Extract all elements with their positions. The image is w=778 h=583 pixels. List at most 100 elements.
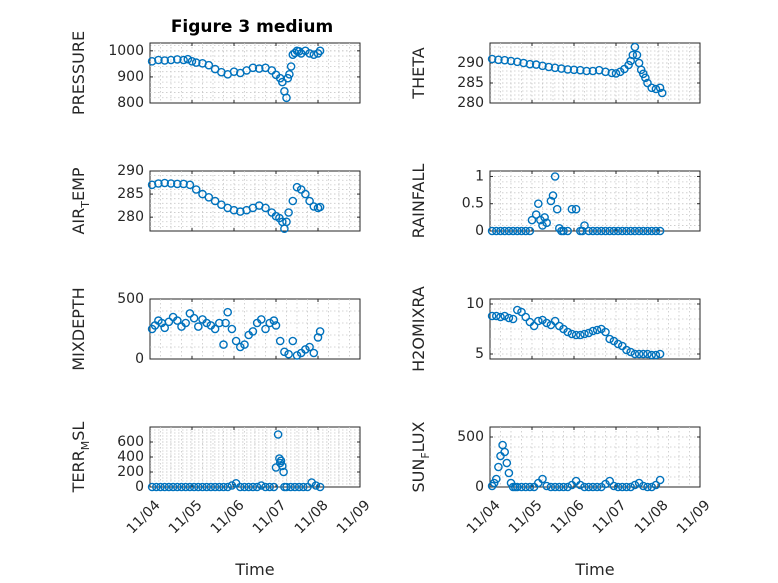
data-point	[527, 215, 537, 225]
data-point	[269, 316, 279, 325]
data-point	[305, 49, 314, 58]
data-point	[580, 221, 589, 230]
data-point	[261, 203, 270, 213]
data-point	[491, 226, 501, 236]
data-point	[179, 55, 188, 65]
data-point	[628, 50, 638, 60]
data-point	[651, 480, 661, 490]
data-point	[191, 185, 201, 194]
data-point	[529, 321, 539, 331]
data-point	[555, 482, 564, 492]
data-point	[500, 447, 510, 457]
data-point	[252, 482, 262, 492]
data-point	[223, 482, 232, 492]
y-tick-label: 1000	[108, 43, 144, 59]
data-point	[491, 311, 501, 321]
data-point	[168, 482, 178, 492]
figure-title: Figure 3 medium	[171, 17, 333, 37]
data-point	[294, 482, 304, 492]
data-point	[592, 325, 602, 335]
data-point	[487, 54, 497, 64]
y-axis-label-rest: EMP	[69, 167, 88, 201]
data-point	[613, 226, 623, 236]
data-point	[513, 482, 522, 492]
y-tick-label: 1	[475, 168, 484, 184]
data-point	[275, 454, 284, 463]
data-point	[550, 63, 560, 73]
y-axis-label: TERRMSL	[69, 422, 92, 494]
data-point	[147, 180, 157, 190]
data-point	[500, 311, 510, 321]
data-point	[240, 340, 249, 349]
data-point	[269, 482, 279, 492]
data-point	[285, 70, 294, 79]
data-point	[540, 213, 549, 222]
data-point	[286, 482, 296, 492]
x-tick-label: 11/05	[166, 497, 206, 537]
data-point	[584, 328, 594, 338]
y-axis-label: SUNFLUX	[409, 421, 432, 492]
data-point	[305, 342, 314, 352]
data-point	[309, 348, 319, 358]
data-point	[519, 58, 528, 68]
data-point	[204, 60, 214, 70]
y-tick-label: 0	[135, 351, 144, 367]
data-point	[313, 49, 323, 58]
data-point	[609, 481, 619, 491]
data-point	[517, 482, 526, 492]
data-point	[160, 178, 169, 188]
data-point	[609, 226, 619, 236]
data-point	[147, 482, 157, 492]
data-point	[508, 314, 518, 324]
data-point	[550, 316, 560, 326]
data-point	[506, 56, 516, 66]
data-point	[605, 476, 615, 486]
series-sun_flux	[487, 440, 665, 492]
data-point	[290, 48, 300, 58]
data-point	[181, 318, 190, 328]
data-point	[504, 313, 514, 323]
data-point	[229, 67, 239, 76]
y-tick-label: 285	[457, 75, 484, 91]
data-point	[588, 66, 598, 76]
y-tick-label: 500	[457, 429, 484, 445]
data-point	[657, 88, 667, 98]
panel-rainfall: 0 0.5 1 RAINFALL	[409, 164, 701, 239]
data-point	[504, 468, 514, 478]
data-point	[301, 46, 310, 56]
data-point	[198, 482, 207, 492]
data-point	[630, 226, 640, 236]
panel-theta: 280 285 290 THETA	[409, 42, 701, 111]
data-point	[592, 226, 602, 236]
y-axis-label-rest: LUX	[409, 421, 428, 452]
data-point	[618, 482, 627, 492]
series-air_temp	[147, 178, 325, 233]
data-point	[172, 482, 182, 492]
data-point	[206, 482, 216, 492]
data-point	[632, 50, 642, 60]
x-tick-label: 11/06	[548, 497, 588, 537]
data-point	[164, 482, 174, 492]
data-point	[273, 430, 283, 439]
x-tick-label: 11/04	[464, 497, 504, 537]
x-tick-label: 11/07	[250, 497, 290, 537]
data-point	[626, 482, 636, 492]
data-point	[487, 226, 497, 236]
y-axis-label: H2OMIXRA	[409, 286, 428, 372]
data-point	[240, 482, 249, 492]
data-point	[219, 340, 228, 349]
data-point	[630, 349, 640, 359]
data-point	[639, 349, 648, 359]
data-point	[647, 482, 657, 492]
data-point	[172, 179, 182, 189]
data-point	[622, 345, 631, 355]
y-axis-label-main: MIXDEPTH	[69, 287, 88, 370]
data-point	[202, 482, 211, 492]
data-point	[248, 327, 258, 336]
data-point	[187, 57, 197, 66]
y-tick-label: 0	[135, 479, 144, 495]
plot-area	[489, 170, 701, 232]
data-point	[597, 226, 606, 236]
y-axis-label-main: RAINFALL	[409, 164, 428, 239]
panel-h2omixra: 5 10 H2OMIXRA	[409, 286, 701, 372]
